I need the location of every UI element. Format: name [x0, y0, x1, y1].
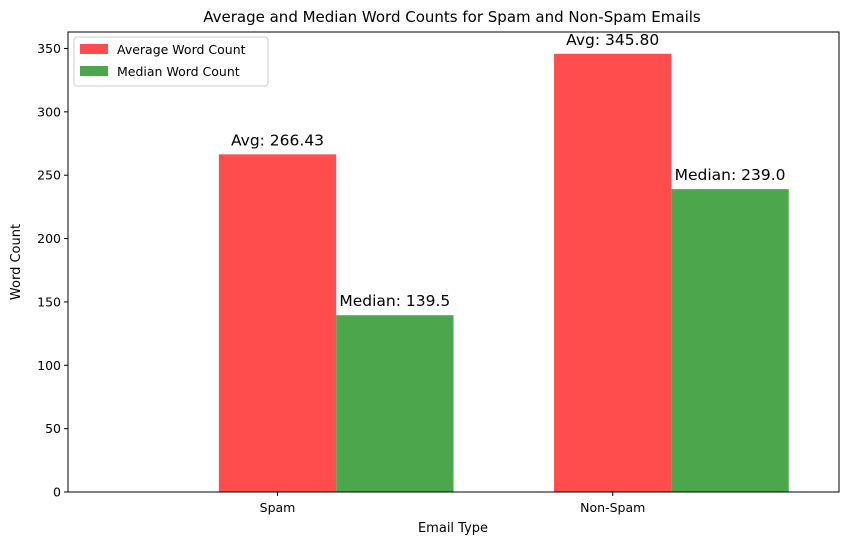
bar [218, 154, 337, 492]
y-tick-label: 300 [37, 104, 61, 119]
legend-swatch [80, 44, 108, 54]
y-tick-label: 350 [37, 41, 61, 56]
data-label: Median: 239.0 [675, 166, 786, 184]
bar [336, 315, 454, 492]
data-label: Median: 139.5 [339, 292, 450, 310]
x-tick-label: Spam [260, 500, 296, 515]
data-label: Avg: 266.43 [231, 131, 324, 149]
plot-frame [67, 31, 840, 493]
y-axis-title: Word Count [9, 224, 24, 300]
plot-area: 0 50 100 150 200 250 300 350 Avg: 266.43 Avg: 345… [37, 31, 789, 515]
data-label: Avg: 345.80 [566, 31, 659, 49]
y-tick-label: 200 [37, 231, 61, 246]
y-tick-label: 50 [45, 421, 61, 436]
legend: Average Word Count Median Word Count [73, 36, 269, 87]
y-tick-label: 150 [37, 294, 61, 309]
x-axis-title: Email Type [418, 521, 488, 536]
legend-label: Median Word Count [117, 64, 240, 79]
y-tick-label: 100 [37, 358, 61, 373]
legend-box [73, 36, 269, 87]
y-tick-label: 0 [53, 485, 61, 500]
bar [671, 189, 789, 492]
x-tick-label: Non-Spam [580, 500, 645, 515]
bar [554, 53, 672, 492]
y-tick-label: 250 [37, 168, 61, 183]
legend-label: Average Word Count [117, 42, 246, 57]
legend-swatch [80, 66, 108, 76]
chart-title: Average and Median Word Counts for Spam … [203, 8, 701, 26]
